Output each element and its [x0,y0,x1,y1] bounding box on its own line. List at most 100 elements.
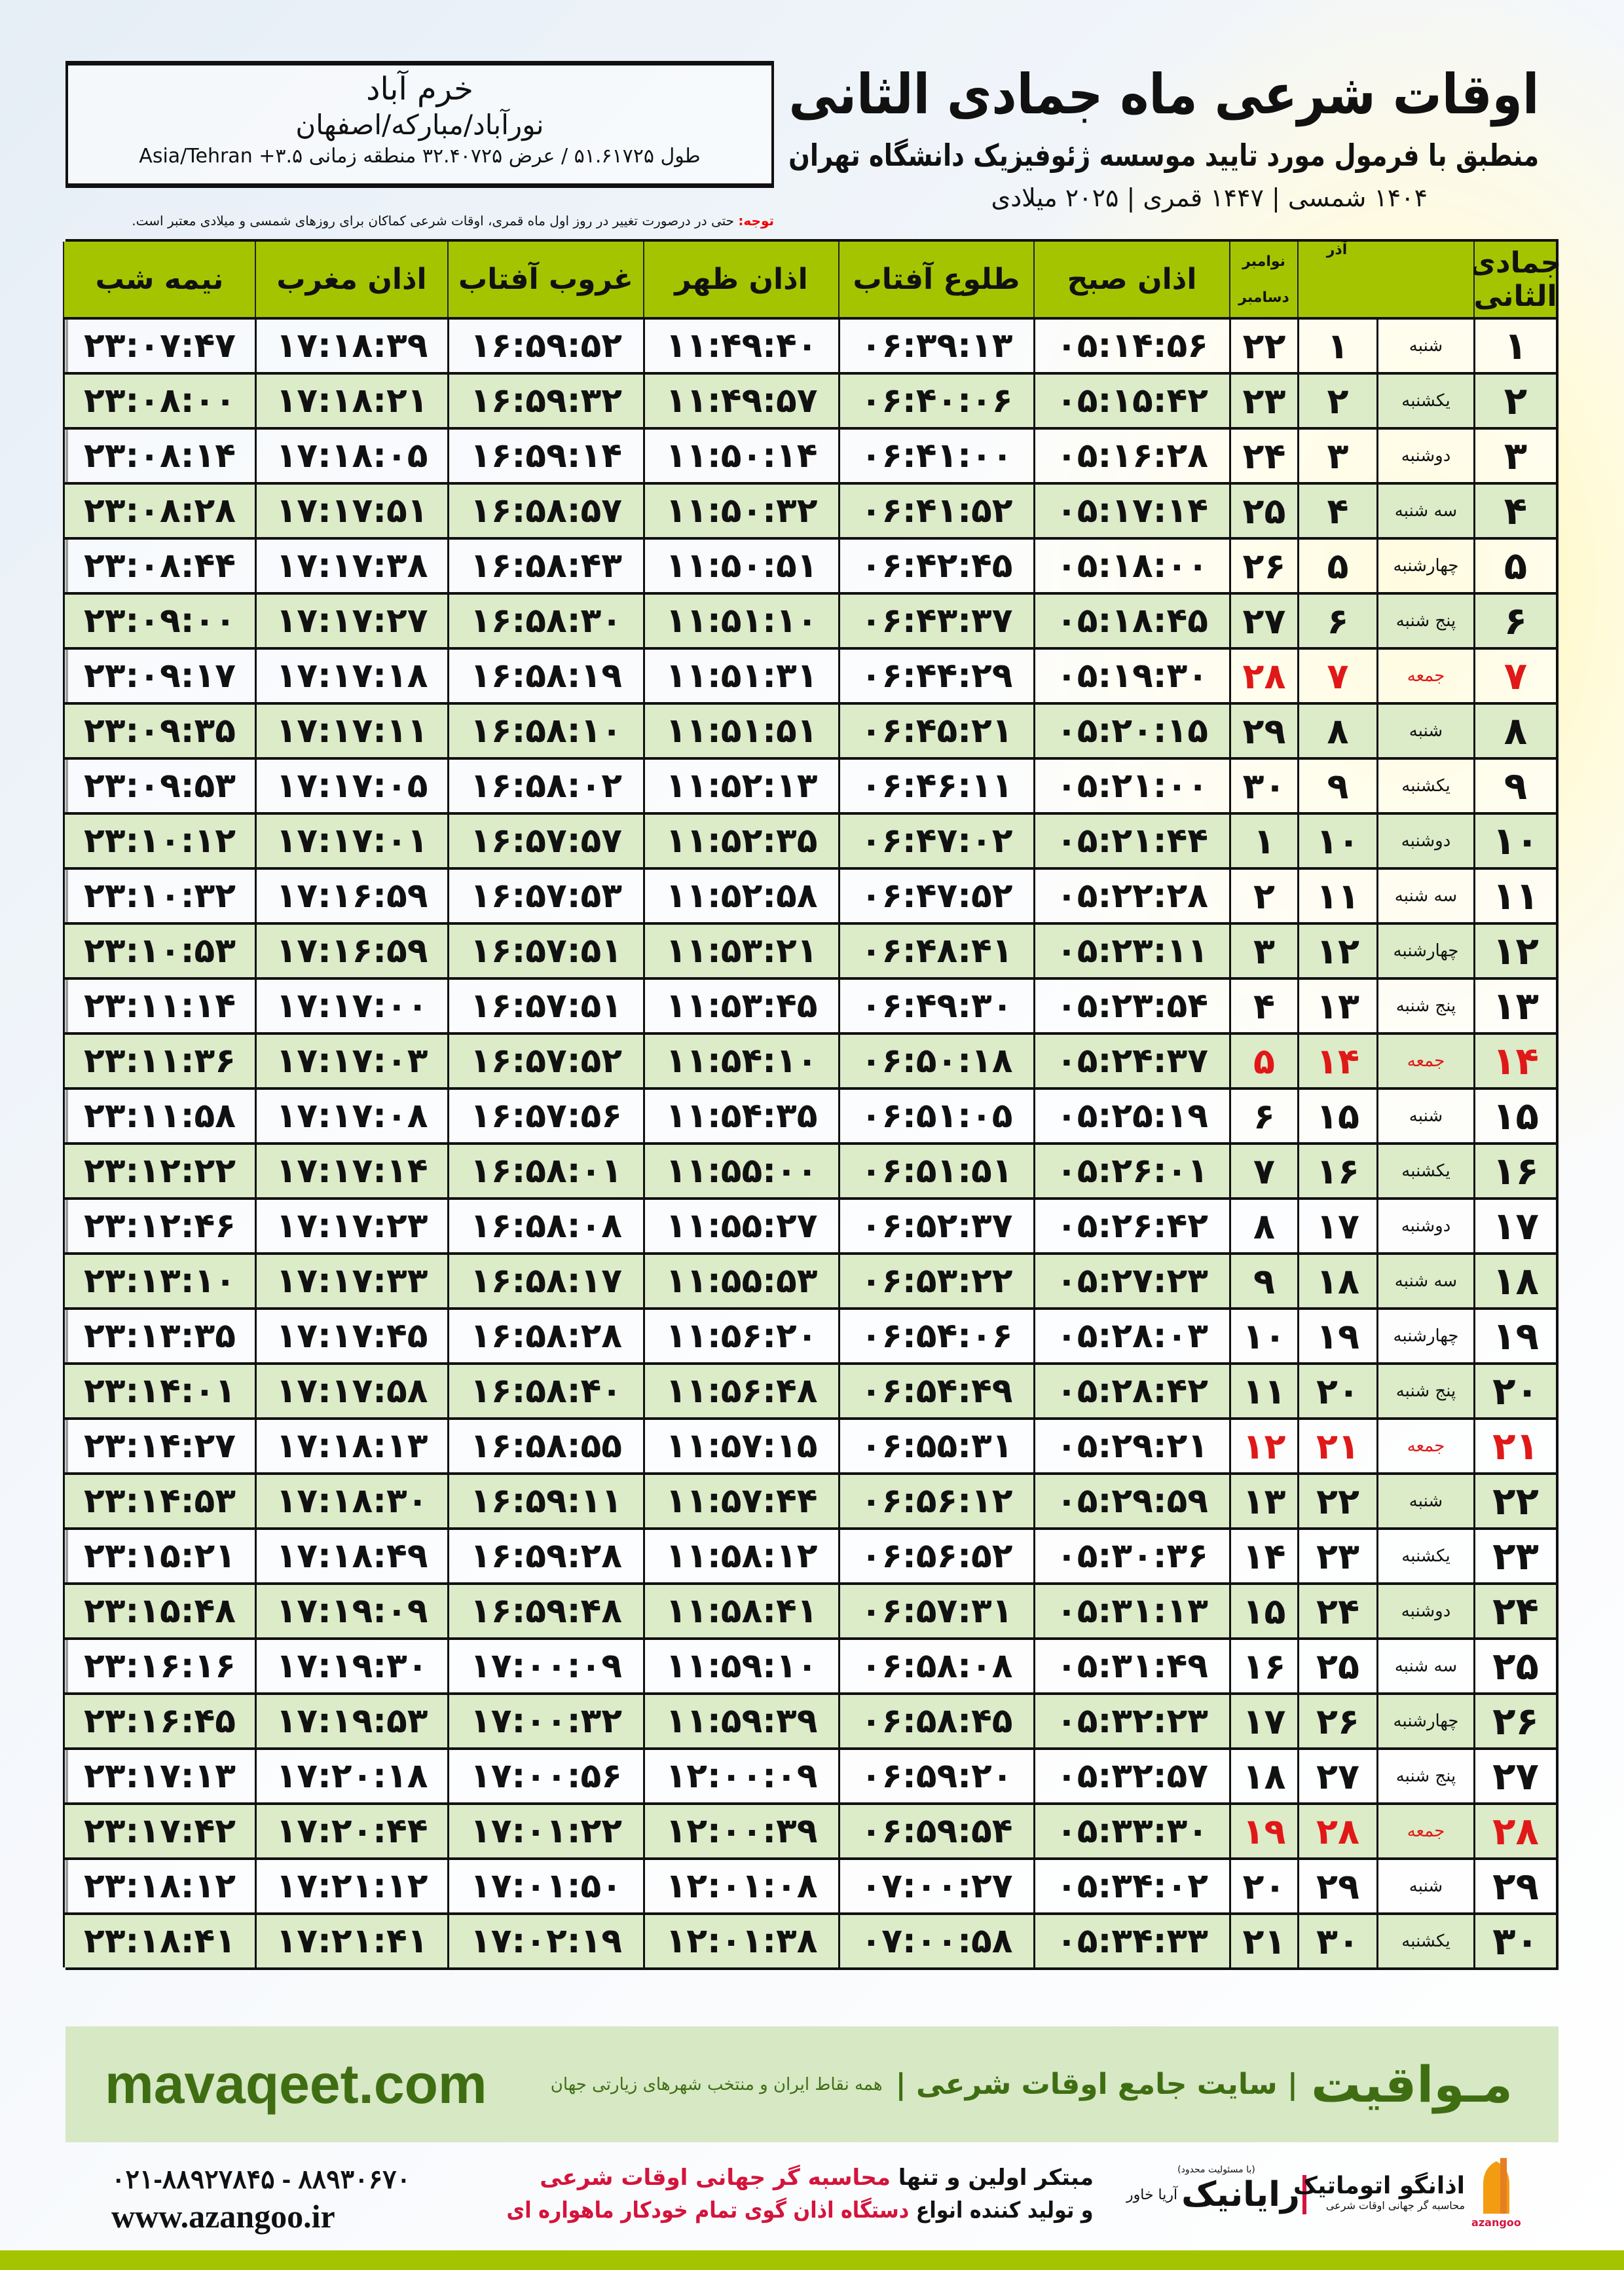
cell-sunrise: ۰۶:۴۳:۳۷ [838,592,1033,647]
azangoo-website[interactable]: www.azangoo.ir [111,2198,335,2235]
cell-fajr: ۰۵:۳۲:۵۷ [1033,1747,1229,1802]
cell-sunrise: ۰۶:۵۹:۵۴ [838,1802,1033,1857]
cell-maghrib: ۱۷:۱۹:۳۰ [255,1637,447,1692]
cell-hijri-day: ۷ [1473,647,1556,702]
cell-midnight: ۲۳:۱۲:۲۲ [63,1142,255,1197]
rayanic-logo: (با مسئولیت محدود) رایانیک آریا خاور [1126,2165,1306,2214]
cell-dhuhr: ۱۱:۵۳:۲۱ [643,922,838,977]
cell-sunrise: ۰۶:۵۷:۳۱ [838,1582,1033,1637]
cell-gregorian-day: ۸ [1229,1197,1297,1252]
cell-weekday: جمعه [1376,1417,1473,1472]
cell-sunset: ۱۶:۵۹:۱۴ [447,427,643,482]
cell-weekday: پنج شنبه [1376,1747,1473,1802]
cell-dhuhr: ۱۱:۵۶:۴۸ [643,1362,838,1417]
cell-gregorian-day: ۱۳ [1229,1472,1297,1527]
cell-azar-day: ۳۰ [1297,1912,1376,1967]
cell-midnight: ۲۳:۰۸:۰۰ [63,372,255,427]
cell-gregorian-day: ۲۴ [1229,427,1297,482]
cell-maghrib: ۱۷:۱۷:۵۸ [255,1362,447,1417]
cell-weekday: یکشنبه [1376,1527,1473,1582]
cell-gregorian-day: ۵ [1229,1032,1297,1087]
cell-weekday: یکشنبه [1376,1912,1473,1967]
cell-fajr: ۰۵:۳۱:۴۹ [1033,1637,1229,1692]
cell-fajr: ۰۵:۲۳:۱۱ [1033,922,1229,977]
cell-maghrib: ۱۷:۱۷:۲۷ [255,592,447,647]
cell-dhuhr: ۱۱:۵۰:۳۲ [643,482,838,537]
cell-fajr: ۰۵:۲۶:۴۲ [1033,1197,1229,1252]
cell-sunrise: ۰۶:۵۱:۵۱ [838,1142,1033,1197]
cell-hijri-day: ۹ [1473,757,1556,812]
cell-dhuhr: ۱۱:۴۹:۵۷ [643,372,838,427]
cell-fajr: ۰۵:۱۸:۰۰ [1033,537,1229,592]
website-link[interactable]: mavaqeet.com [105,2053,487,2115]
cell-sunrise: ۰۶:۴۷:۰۲ [838,812,1033,867]
cell-dhuhr: ۱۱:۵۴:۱۰ [643,1032,838,1087]
cell-gregorian-day: ۱۸ [1229,1747,1297,1802]
cell-maghrib: ۱۷:۱۷:۳۸ [255,537,447,592]
cell-midnight: ۲۳:۱۱:۳۶ [63,1032,255,1087]
azangoo-latin: azangoo [1471,2216,1521,2229]
cell-maghrib: ۱۷:۱۸:۱۳ [255,1417,447,1472]
bottom-bar [0,2250,1624,2270]
cell-sunset: ۱۶:۵۷:۵۱ [447,922,643,977]
cell-gregorian-day: ۲۶ [1229,537,1297,592]
cell-hijri-day: ۱۹ [1473,1307,1556,1362]
cell-weekday: سه شنبه [1376,1637,1473,1692]
cell-hijri-day: ۳۰ [1473,1912,1556,1967]
cell-azar-day: ۱۹ [1297,1307,1376,1362]
cell-gregorian-day: ۲۵ [1229,482,1297,537]
cell-fajr: ۰۵:۲۲:۲۸ [1033,867,1229,922]
cell-dhuhr: ۱۱:۵۴:۳۵ [643,1087,838,1142]
cell-hijri-day: ۸ [1473,702,1556,757]
cell-sunrise: ۰۶:۴۷:۵۲ [838,867,1033,922]
cell-sunrise: ۰۶:۴۱:۰۰ [838,427,1033,482]
cell-gregorian-day: ۲۷ [1229,592,1297,647]
alternate-cities: نورآباد/مبارکه/اصفهان [295,109,544,141]
cell-hijri-day: ۱۸ [1473,1252,1556,1307]
cell-maghrib: ۱۷:۱۸:۴۹ [255,1527,447,1582]
cell-gregorian-day: ۶ [1229,1087,1297,1142]
cell-fajr: ۰۵:۲۱:۰۰ [1033,757,1229,812]
notice: توجه: حتی در درصورت تغییر در روز اول ماه… [65,213,774,229]
cell-azar-day: ۱۵ [1297,1087,1376,1142]
cell-maghrib: ۱۷:۱۷:۰۳ [255,1032,447,1087]
cell-sunrise: ۰۶:۴۵:۲۱ [838,702,1033,757]
cell-weekday: شنبه [1376,1857,1473,1912]
cell-sunset: ۱۶:۵۸:۰۲ [447,757,643,812]
cell-azar-day: ۲۱ [1297,1417,1376,1472]
cell-midnight: ۲۳:۰۹:۳۵ [63,702,255,757]
cell-gregorian-day: ۱۰ [1229,1307,1297,1362]
cell-hijri-day: ۱۷ [1473,1197,1556,1252]
cell-sunrise: ۰۶:۵۶:۱۲ [838,1472,1033,1527]
slogan-secondary: همه نقاط ایران و منتخب شهرهای زیارتی جها… [550,2074,883,2094]
cell-dhuhr: ۱۱:۵۵:۲۷ [643,1197,838,1252]
cell-hijri-day: ۱ [1473,317,1556,372]
cell-gregorian-day: ۱۷ [1229,1692,1297,1747]
notice-text: حتی در درصورت تغییر در روز اول ماه قمری،… [132,213,739,229]
cell-azar-day: ۱۴ [1297,1032,1376,1087]
cell-fajr: ۰۵:۱۶:۲۸ [1033,427,1229,482]
header-azar: آذر [1297,242,1473,317]
cell-weekday: جمعه [1376,1032,1473,1087]
rayanic-note: (با مسئولیت محدود) [1177,2165,1255,2175]
cell-sunrise: ۰۶:۴۱:۵۲ [838,482,1033,537]
phone-numbers: ۰۲۱-۸۸۹۲۷۸۴۵ - ۸۸۹۳۰۶۷۰ [111,2165,411,2194]
cell-sunset: ۱۶:۵۷:۵۱ [447,977,643,1032]
cell-dhuhr: ۱۱:۵۵:۵۳ [643,1252,838,1307]
cell-hijri-day: ۲۶ [1473,1692,1556,1747]
brand-logo: مـواقیت [1311,2055,1513,2113]
header-midnight: نیمه شب [63,242,255,317]
prayer-times-table: جمادی الثانی آذر نوامبر دسامبر اذان صبح ط… [63,239,1561,1970]
cell-dhuhr: ۱۲:۰۱:۰۸ [643,1857,838,1912]
cell-azar-day: ۲۶ [1297,1692,1376,1747]
rayanic-sub: آریا خاور [1126,2186,1178,2203]
cell-fajr: ۰۵:۲۳:۵۴ [1033,977,1229,1032]
cell-dhuhr: ۱۱:۵۰:۱۴ [643,427,838,482]
cell-fajr: ۰۵:۲۰:۱۵ [1033,702,1229,757]
cell-weekday: شنبه [1376,317,1473,372]
header-dec: دسامبر [1238,289,1289,306]
cell-maghrib: ۱۷:۱۷:۰۰ [255,977,447,1032]
cell-gregorian-day: ۲ [1229,867,1297,922]
cell-azar-day: ۲۰ [1297,1362,1376,1417]
alternate-cities-row: نورآباد/مبارکه/اصفهان [68,109,771,141]
